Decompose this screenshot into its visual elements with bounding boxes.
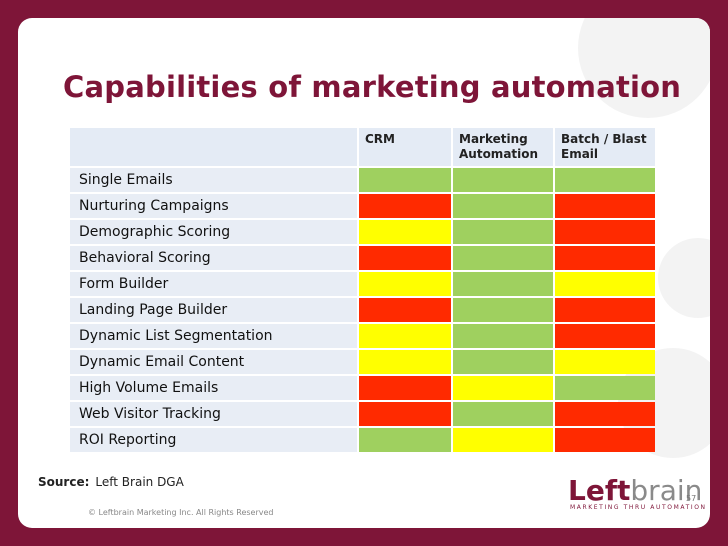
status-cell [359,220,451,244]
status-cell [359,194,451,218]
status-cell [453,168,553,192]
slide-title: Capabilities of marketing automation [63,70,682,104]
header-cell: Batch / Blast Email [555,128,655,166]
table-row: Demographic Scoring [70,220,657,246]
table-row: Dynamic Email Content [70,350,657,376]
status-cell [359,298,451,322]
status-cell [453,194,553,218]
row-label: Form Builder [70,272,357,296]
status-cell [453,428,553,452]
status-cell [453,402,553,426]
table-row: Form Builder [70,272,657,298]
table-row: Dynamic List Segmentation [70,324,657,350]
status-cell [555,428,655,452]
row-label: Web Visitor Tracking [70,402,357,426]
status-cell [453,324,553,348]
header-cell [70,128,357,166]
status-cell [555,350,655,374]
status-cell [555,168,655,192]
status-cell [359,324,451,348]
status-cell [555,272,655,296]
row-label: Dynamic Email Content [70,350,357,374]
header-cell: Marketing Automation [453,128,553,166]
table: CRM Marketing Automation Batch / Blast Ema… [70,128,657,454]
logo: Leftbrain [568,474,702,507]
row-label: ROI Reporting [70,428,357,452]
row-label: Demographic Scoring [70,220,357,244]
status-cell [359,350,451,374]
status-cell [555,324,655,348]
status-cell [453,272,553,296]
status-cell [555,376,655,400]
status-cell [555,298,655,322]
status-cell [453,350,553,374]
status-cell [359,272,451,296]
copyright: © Leftbrain Marketing Inc. All Rights Re… [88,508,274,517]
table-row: ROI Reporting [70,428,657,454]
row-label: Nurturing Campaigns [70,194,357,218]
table-row: Single Emails [70,168,657,194]
status-cell [359,168,451,192]
row-label: Landing Page Builder [70,298,357,322]
status-cell [453,246,553,270]
status-cell [555,402,655,426]
table-row: Web Visitor Tracking [70,402,657,428]
row-label: Dynamic List Segmentation [70,324,357,348]
row-label: Single Emails [70,168,357,192]
header-row: CRM Marketing Automation Batch / Blast Ema… [70,128,657,168]
logo-bold: Left [568,474,631,507]
status-cell [555,220,655,244]
status-cell [359,428,451,452]
row-label: High Volume Emails [70,376,357,400]
table-row: Behavioral Scoring [70,246,657,272]
status-cell [555,194,655,218]
status-cell [453,298,553,322]
logo-tagline: MARKETING THRU AUTOMATION [570,504,707,511]
source-text: Left Brain DGA [95,475,184,489]
status-cell [453,220,553,244]
status-cell [453,376,553,400]
table-row: Landing Page Builder [70,298,657,324]
header-cell: CRM [359,128,451,166]
page-number: 57 [686,494,697,503]
logo-light: brain [630,474,703,507]
status-cell [359,402,451,426]
source: Source: Left Brain DGA [38,475,184,489]
source-label: Source: [38,475,90,489]
row-label: Behavioral Scoring [70,246,357,270]
table-row: Nurturing Campaigns [70,194,657,220]
table-row: High Volume Emails [70,376,657,402]
decor-circle [658,238,710,318]
status-cell [555,246,655,270]
status-cell [359,246,451,270]
status-cell [359,376,451,400]
